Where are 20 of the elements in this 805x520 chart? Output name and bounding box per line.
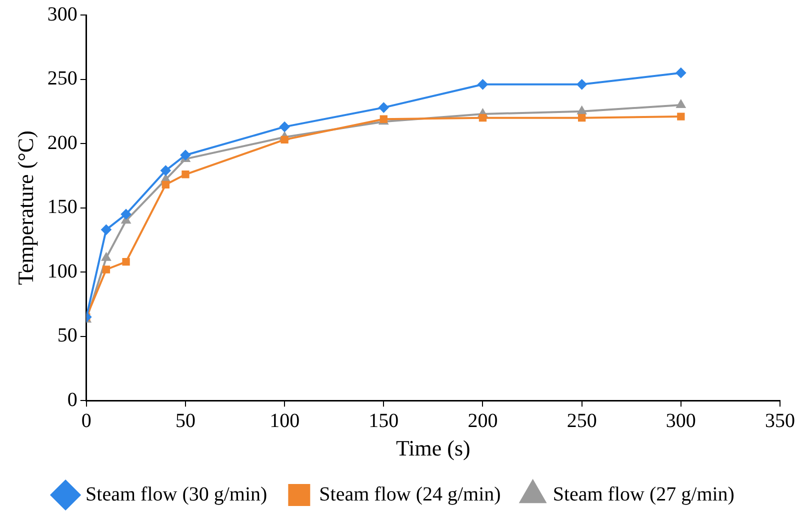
x-tick-label: 300 <box>666 410 696 432</box>
x-tick-label: 0 <box>81 410 92 432</box>
x-tick-label: 50 <box>175 410 196 432</box>
x-axis-title: Time (s) <box>396 436 470 461</box>
y-tick-label: 200 <box>47 132 78 154</box>
x-tick-label: 100 <box>270 410 300 432</box>
y-tick-label: 250 <box>47 68 78 90</box>
x-tick-label: 250 <box>566 410 597 432</box>
legend-label: Steam flow (27 g/min) <box>552 483 734 506</box>
y-tick-label: 0 <box>67 388 78 411</box>
y-tick-label: 150 <box>47 196 78 218</box>
legend-label: Steam flow (24 g/min) <box>319 483 501 506</box>
legend-label: Steam flow (30 g/min) <box>86 483 268 506</box>
x-tick-label: 350 <box>765 410 795 432</box>
y-axis-title: Temperature (°C) <box>12 130 38 286</box>
x-tick-label: 200 <box>468 410 498 432</box>
x-tick-label: 150 <box>368 410 399 432</box>
y-tick-label: 300 <box>47 3 78 26</box>
y-tick-label: 100 <box>47 260 78 282</box>
y-tick-label: 50 <box>57 324 78 347</box>
